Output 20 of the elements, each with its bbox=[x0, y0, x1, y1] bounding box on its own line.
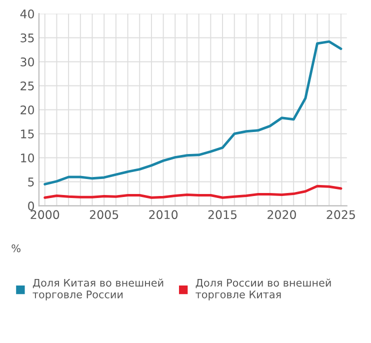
y-tick-label: 35 bbox=[20, 33, 34, 42]
line-series bbox=[44, 184, 342, 199]
legend-label: Доля России во внешней торговле Китая bbox=[196, 278, 331, 300]
x-tick-label: 2025 bbox=[326, 210, 355, 220]
y-tick-label: 30 bbox=[20, 57, 34, 66]
line-series bbox=[44, 40, 342, 186]
x-tick-label: 2020 bbox=[268, 210, 296, 220]
y-tick-label: 0 bbox=[28, 202, 34, 210]
legend-label: Доля Китая во внешней торговле России bbox=[32, 278, 164, 300]
x-tick-label: 2000 bbox=[30, 210, 60, 220]
text: % bbox=[12, 244, 20, 252]
x-tick-label: 2005 bbox=[90, 210, 118, 220]
y-tick-label: 25 bbox=[20, 81, 34, 90]
y-tick-label: 15 bbox=[21, 130, 34, 138]
x-tick-label: 2015 bbox=[208, 210, 237, 220]
y-tick-label: 40 bbox=[20, 9, 34, 18]
y-tick-label: 20 bbox=[20, 105, 34, 114]
x-tick-label: 2010 bbox=[149, 210, 178, 220]
y-tick-label: 5 bbox=[28, 178, 34, 186]
y-tick-label: 10 bbox=[21, 154, 34, 162]
